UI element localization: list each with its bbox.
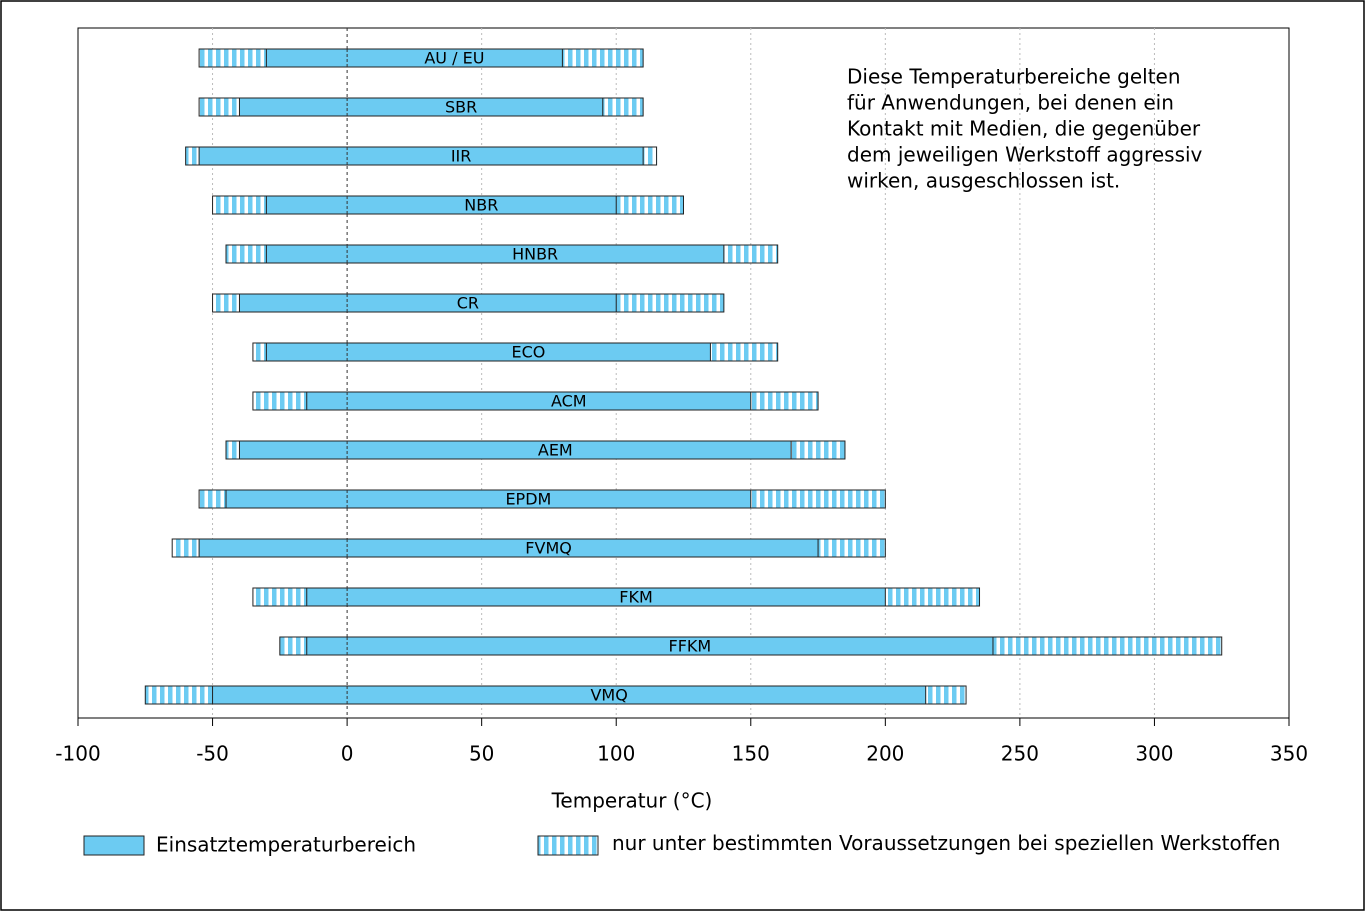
- category-label: FFKM: [669, 637, 712, 656]
- category-label: SBR: [445, 98, 477, 117]
- x-tick-label: 350: [1270, 742, 1308, 766]
- category-label: IIR: [451, 147, 472, 166]
- category-label: EPDM: [505, 490, 551, 509]
- range-bar: [265, 244, 725, 264]
- range-bar: [225, 489, 752, 509]
- range-bar: [198, 146, 644, 166]
- category-label: HNBR: [512, 245, 558, 264]
- x-tick-label: -100: [55, 742, 100, 766]
- legend-swatch: [537, 835, 599, 856]
- annotation: wirken, ausgeschlossen ist.: [847, 169, 1120, 193]
- category-label: AEM: [538, 441, 573, 460]
- range-bar: [306, 636, 994, 656]
- range-bar: [306, 587, 886, 607]
- category-label: ECO: [511, 343, 545, 362]
- x-tick-label: 100: [597, 742, 635, 766]
- annotation: Kontakt mit Medien, die gegenüber: [847, 117, 1201, 141]
- category-label: NBR: [464, 196, 498, 215]
- category-label: FKM: [619, 588, 653, 607]
- category-label: AU / EU: [424, 49, 484, 68]
- x-tick-label: 300: [1135, 742, 1173, 766]
- category-label: VMQ: [590, 686, 627, 705]
- annotation: dem jeweiligen Werkstoff aggressiv: [847, 143, 1203, 167]
- range-bar: [265, 48, 563, 68]
- x-tick-label: 0: [341, 742, 354, 766]
- range-bar: [198, 538, 819, 558]
- x-tick-label: 50: [469, 742, 494, 766]
- legend-label: nur unter bestimmten Voraussetzungen bei…: [612, 831, 1281, 855]
- x-tick-label: -50: [196, 742, 229, 766]
- annotation: Diese Temperaturbereiche gelten: [847, 65, 1181, 89]
- x-axis-label: Temperatur (°C): [551, 789, 713, 813]
- range-bar: [265, 342, 711, 362]
- annotation: für Anwendungen, bei denen ein: [847, 91, 1174, 115]
- range-bar: [238, 97, 604, 117]
- range-bar: [212, 685, 927, 705]
- category-label: FVMQ: [525, 539, 572, 558]
- x-tick-label: 250: [1001, 742, 1039, 766]
- legend-label: Einsatztemperaturbereich: [156, 833, 416, 857]
- legend-swatch: [83, 835, 145, 856]
- category-label: CR: [457, 294, 479, 313]
- range-bar: [238, 293, 617, 313]
- x-tick-label: 200: [866, 742, 904, 766]
- range-bar: [306, 391, 752, 411]
- range-bar: [238, 440, 792, 460]
- category-label: ACM: [551, 392, 587, 411]
- range-bar: [265, 195, 617, 215]
- plot-area: [77, 27, 1290, 719]
- x-tick-label: 150: [732, 742, 770, 766]
